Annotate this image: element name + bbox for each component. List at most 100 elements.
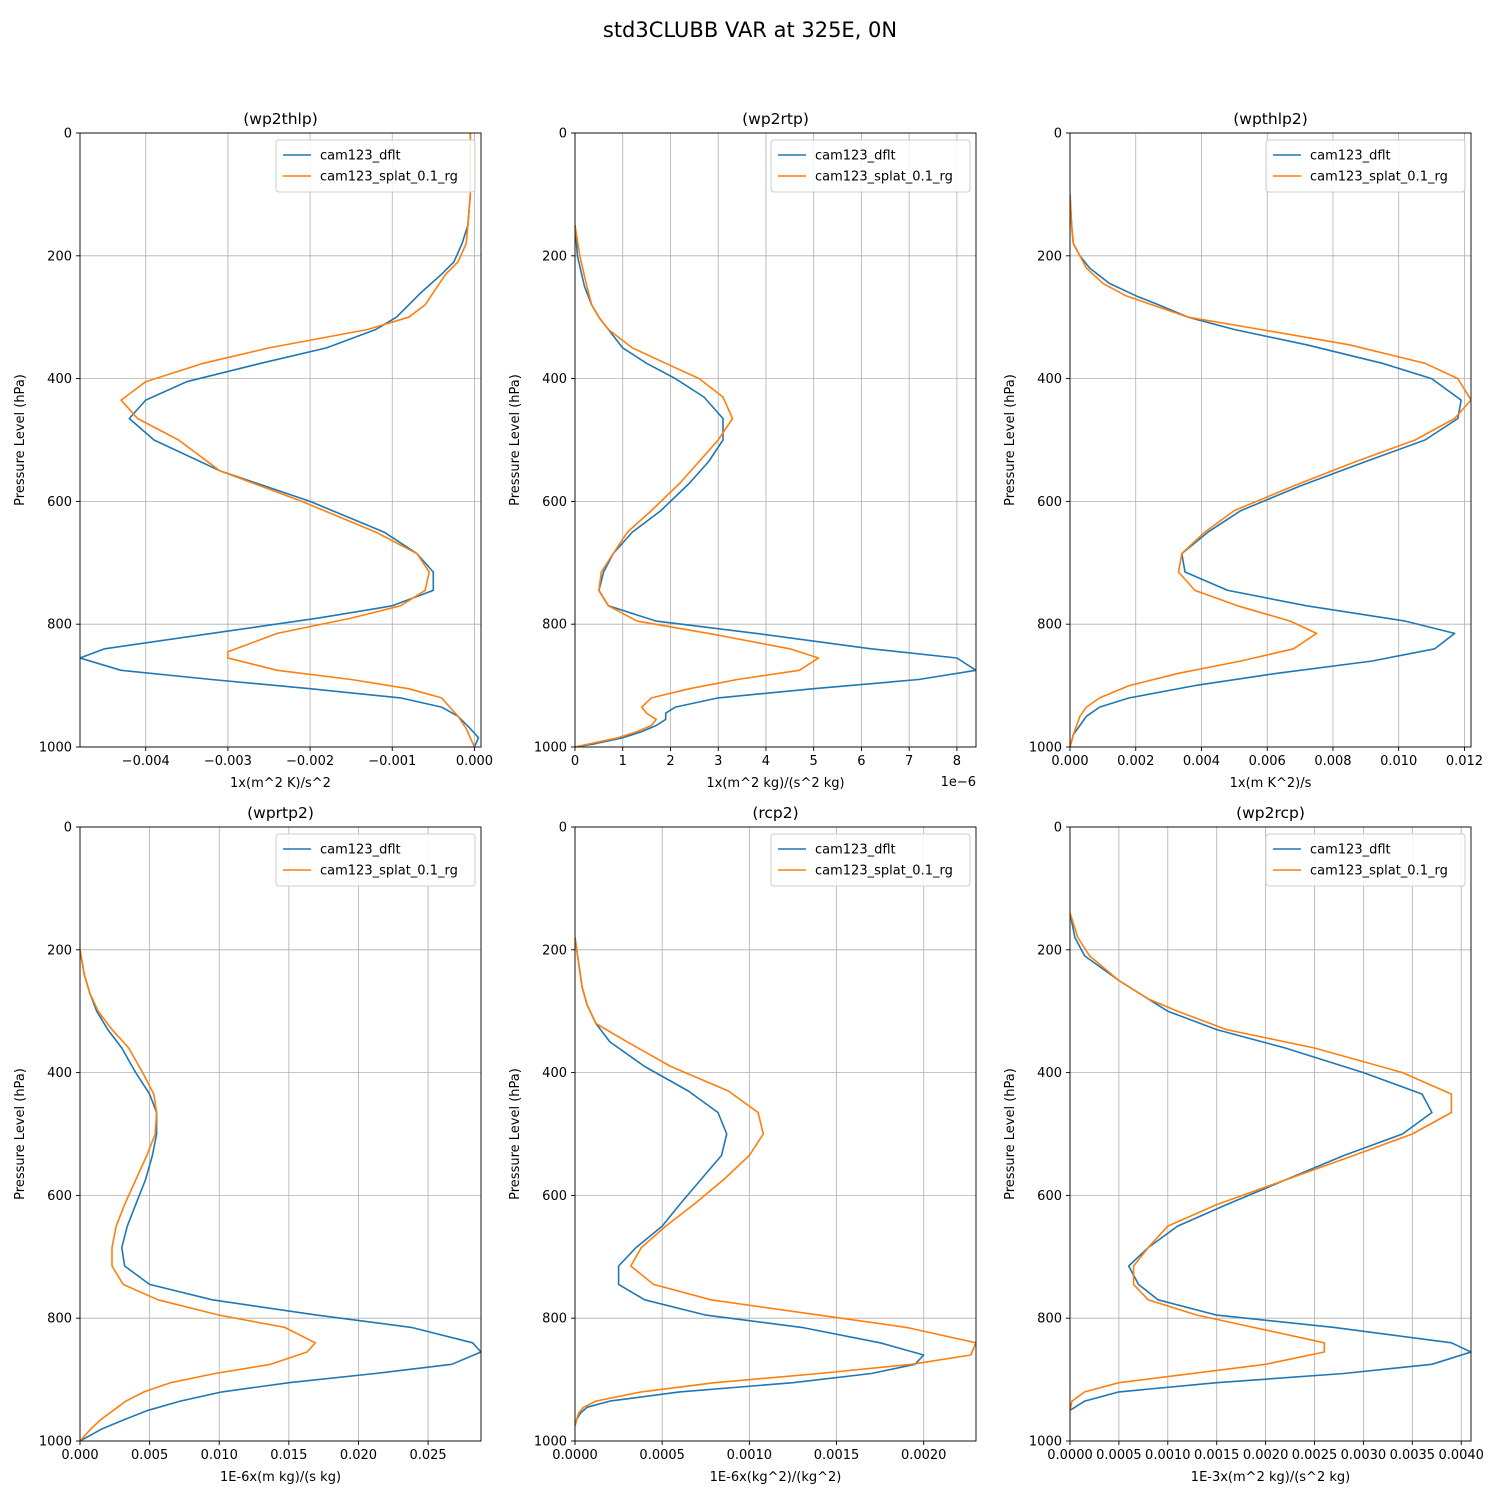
- y-tick-label: 1000: [1029, 741, 1062, 756]
- subplot-title: (rcp2): [752, 804, 798, 822]
- x-tick-label: 0.004: [1183, 754, 1220, 769]
- series-line-dflt: [575, 225, 976, 747]
- legend-label: cam123_dflt: [320, 149, 401, 164]
- y-axis-label: Pressure Level (hPa): [508, 1068, 523, 1200]
- y-axis-label: Pressure Level (hPa): [1003, 374, 1018, 506]
- x-tick-label: 8: [953, 754, 961, 769]
- series-line-splat: [575, 224, 820, 747]
- y-tick-label: 1000: [1029, 1435, 1062, 1450]
- x-tick-label: 1: [619, 754, 627, 769]
- y-tick-label: 600: [47, 495, 72, 510]
- y-axis-label: Pressure Level (hPa): [13, 374, 28, 506]
- y-tick-label: 1000: [534, 741, 567, 756]
- x-tick-label: −0.003: [204, 754, 252, 769]
- x-tick-label: 0.0035: [1390, 1448, 1436, 1463]
- subplot-wprtp2: 0.000 0.005 0.010 0.015 0.020 0.025 0 200 400 600…: [13, 804, 482, 1485]
- series-line-splat: [120, 133, 476, 747]
- y-tick-label: 400: [47, 1066, 72, 1081]
- y-axis-label: Pressure Level (hPa): [1003, 1068, 1018, 1200]
- legend-label: cam123_splat_0.1_rg: [320, 864, 458, 879]
- series-line-dflt: [1070, 912, 1471, 1411]
- legend-label: cam123_dflt: [320, 843, 401, 858]
- x-tick-label: 0.005: [131, 1448, 168, 1463]
- legend-box: [770, 833, 971, 887]
- y-tick-label: 200: [1037, 249, 1062, 264]
- legend-label: cam123_dflt: [815, 843, 896, 858]
- x-tick-label: 0.0020: [1243, 1448, 1289, 1463]
- x-tick-label: 0.010: [1380, 754, 1417, 769]
- legend-label: cam123_splat_0.1_rg: [815, 864, 953, 879]
- x-tick-label: 0.0010: [1145, 1448, 1191, 1463]
- y-tick-label: 400: [542, 1066, 567, 1081]
- axes-frame: [574, 132, 977, 748]
- legend-label: cam123_splat_0.1_rg: [1310, 864, 1448, 879]
- y-tick-label: 0: [559, 127, 567, 142]
- subplot-title: (wpthlp2): [1233, 110, 1308, 128]
- series-line-dflt: [575, 937, 925, 1426]
- series-line-dflt: [1070, 194, 1462, 747]
- legend-box: [275, 833, 476, 887]
- y-tick-label: 600: [542, 1189, 567, 1204]
- y-tick-label: 400: [47, 372, 72, 387]
- x-tick-label: 0.0005: [1096, 1448, 1142, 1463]
- legend-box: [1265, 833, 1466, 887]
- x-tick-label: 0.025: [409, 1448, 446, 1463]
- y-tick-label: 800: [542, 1312, 567, 1327]
- x-tick-label: 0.012: [1446, 754, 1483, 769]
- x-tick-label: 0.000: [1051, 754, 1088, 769]
- x-offset-text: 1e−6: [941, 775, 976, 790]
- x-tick-label: 0.0040: [1438, 1448, 1484, 1463]
- y-tick-label: 600: [1037, 495, 1062, 510]
- legend: cam123_dflt cam123_splat_0.1_rg: [770, 139, 971, 193]
- y-tick-label: 600: [1037, 1189, 1062, 1204]
- subplot-wp2thlp: −0.004 −0.003 −0.002 −0.001 0.000 0 200 400 600 8…: [13, 110, 493, 791]
- y-tick-label: 800: [47, 618, 72, 633]
- x-tick-label: 0.015: [270, 1448, 307, 1463]
- subplot-rcp2: 0.0000 0.0005 0.0010 0.0015 0.0020 0 200 400 600…: [508, 804, 977, 1485]
- x-axis-label: 1E-6x(kg^2)/(kg^2): [710, 1470, 842, 1485]
- legend-label: cam123_dflt: [1310, 843, 1391, 858]
- legend-label: cam123_dflt: [1310, 149, 1391, 164]
- legend-box: [1265, 139, 1466, 193]
- x-tick-label: 0: [571, 754, 579, 769]
- series-line-dflt: [80, 949, 481, 1441]
- series-line-splat: [80, 949, 317, 1441]
- series-line-splat: [1070, 194, 1471, 747]
- x-axis-label: 1E-6x(m kg)/(s kg): [220, 1470, 341, 1485]
- y-tick-label: 200: [1037, 943, 1062, 958]
- x-axis-label: 1x(m^2 K)/s^2: [230, 776, 331, 791]
- figure-title: std3CLUBB VAR at 325E, 0N: [603, 18, 897, 42]
- y-tick-label: 200: [542, 943, 567, 958]
- x-tick-label: 6: [857, 754, 865, 769]
- legend-box: [770, 139, 971, 193]
- legend-label: cam123_splat_0.1_rg: [815, 170, 953, 185]
- x-tick-label: 0.006: [1249, 754, 1286, 769]
- subplot-wpthlp2: 0.000 0.002 0.004 0.006 0.008 0.010 0.012 0 200 4…: [1003, 110, 1483, 791]
- x-tick-label: 0.000: [456, 754, 493, 769]
- legend: cam123_dflt cam123_splat_0.1_rg: [275, 833, 476, 887]
- subplot-wp2rcp: 0.0000 0.0005 0.0010 0.0015 0.0020 0.0025 0.00…: [1003, 804, 1484, 1485]
- x-tick-label: −0.004: [122, 754, 170, 769]
- y-axis-label: Pressure Level (hPa): [13, 1068, 28, 1200]
- y-tick-label: 800: [542, 618, 567, 633]
- x-tick-label: 4: [762, 754, 770, 769]
- axes-frame: [574, 826, 977, 1442]
- y-tick-label: 0: [64, 821, 72, 836]
- series-line-dflt: [80, 133, 480, 747]
- x-tick-label: 3: [714, 754, 722, 769]
- x-tick-label: 0.0010: [727, 1448, 773, 1463]
- y-tick-label: 800: [47, 1312, 72, 1327]
- series-line-splat: [1070, 912, 1453, 1411]
- legend-label: cam123_splat_0.1_rg: [1310, 170, 1448, 185]
- y-tick-label: 400: [542, 372, 567, 387]
- y-tick-label: 0: [64, 127, 72, 142]
- x-axis-label: 1x(m K^2)/s: [1230, 776, 1312, 791]
- x-tick-label: 0.0005: [639, 1448, 685, 1463]
- legend-box: [275, 139, 476, 193]
- x-tick-label: −0.002: [286, 754, 334, 769]
- subplot-title: (wp2rcp): [1236, 804, 1305, 822]
- y-tick-label: 0: [559, 821, 567, 836]
- axes-frame: [79, 132, 482, 748]
- axes-frame: [1069, 826, 1472, 1442]
